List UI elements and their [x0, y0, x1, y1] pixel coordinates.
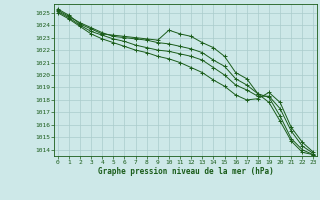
X-axis label: Graphe pression niveau de la mer (hPa): Graphe pression niveau de la mer (hPa): [98, 167, 274, 176]
